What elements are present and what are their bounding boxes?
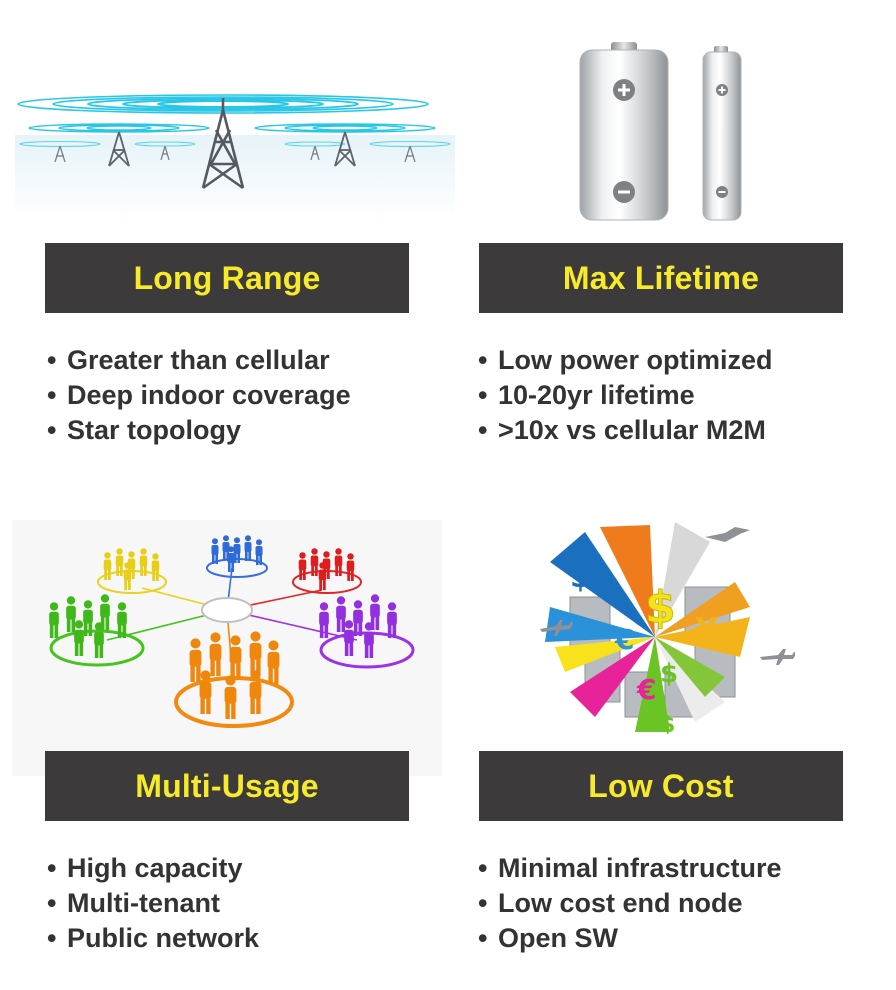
bullet-item: >10x vs cellular M2M [478,413,773,448]
currency-city-icon: $ £ $ ¥ € € $ $ [540,522,795,734]
bullet-item: Multi-tenant [47,886,259,921]
bullet-item: Star topology [47,413,351,448]
svg-text:$: $ [645,582,676,633]
max-lifetime-title: Max Lifetime [562,259,760,296]
bullet-item: Low cost end node [478,886,782,921]
long-range-banner: Long Range [45,243,409,313]
bullet-item: Greater than cellular [47,343,351,378]
svg-text:$: $ [660,659,678,689]
svg-text:€: € [614,623,634,656]
bullet-item: Deep indoor coverage [47,378,351,413]
multi-usage-title: Multi-Usage [135,767,319,804]
bullet-item: Open SW [478,921,782,956]
people-groups-icon [12,520,442,776]
bullet-item: Minimal infrastructure [478,851,782,886]
bullet-item: 10-20yr lifetime [478,378,773,413]
svg-text:¥: ¥ [695,611,719,651]
multi-usage-banner: Multi-Usage [45,751,409,821]
long-range-bullets: Greater than cellular Deep indoor covera… [47,343,351,448]
bullet-item: High capacity [47,851,259,886]
bullet-item: Low power optimized [478,343,773,378]
multi-usage-bullets: High capacity Multi-tenant Public networ… [47,851,259,956]
svg-text:$: $ [660,713,675,734]
svg-text:£: £ [617,532,638,567]
max-lifetime-bullets: Low power optimized 10-20yr lifetime >10… [478,343,773,448]
low-cost-title: Low Cost [588,767,734,804]
svg-text:$: $ [570,560,591,595]
battery-icon [579,42,742,221]
low-cost-banner: Low Cost [479,751,843,821]
radio-tower-icon [15,94,455,220]
long-range-title: Long Range [133,259,321,296]
bullet-item: Public network [47,921,259,956]
low-cost-bullets: Minimal infrastructure Low cost end node… [478,851,782,956]
max-lifetime-banner: Max Lifetime [479,243,843,313]
svg-text:€: € [636,673,656,706]
